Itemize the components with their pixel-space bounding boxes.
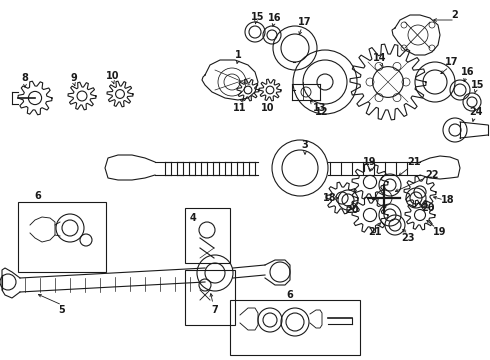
Text: 20: 20 <box>421 203 435 213</box>
Text: 4: 4 <box>190 213 196 223</box>
Bar <box>185 208 230 263</box>
Text: 16: 16 <box>268 13 282 23</box>
Text: 21: 21 <box>407 157 421 167</box>
Text: 16: 16 <box>461 67 475 77</box>
Text: 23: 23 <box>401 233 415 243</box>
Text: 17: 17 <box>298 17 312 27</box>
Text: 12: 12 <box>315 107 329 117</box>
Text: 15: 15 <box>251 12 265 22</box>
Text: 10: 10 <box>106 71 120 81</box>
Text: 5: 5 <box>59 305 65 315</box>
Text: 22: 22 <box>425 170 439 180</box>
Text: 18: 18 <box>441 195 455 205</box>
Bar <box>230 300 360 355</box>
Text: 19: 19 <box>433 227 447 237</box>
Text: 14: 14 <box>373 53 387 63</box>
Text: 11: 11 <box>233 103 247 113</box>
Text: 18: 18 <box>323 193 337 203</box>
Text: 6: 6 <box>287 290 294 300</box>
Text: 2: 2 <box>452 10 458 20</box>
Text: 17: 17 <box>445 57 459 67</box>
Text: 19: 19 <box>363 157 377 167</box>
Text: 20: 20 <box>345 205 359 215</box>
Text: 8: 8 <box>22 73 28 83</box>
Text: 24: 24 <box>469 107 483 117</box>
Text: 7: 7 <box>212 305 219 315</box>
Text: 9: 9 <box>71 73 77 83</box>
Text: 15: 15 <box>471 80 485 90</box>
Text: 6: 6 <box>35 191 41 201</box>
Text: 3: 3 <box>302 140 308 150</box>
Bar <box>18 202 106 272</box>
Text: 1: 1 <box>235 50 242 60</box>
Text: 10: 10 <box>261 103 275 113</box>
Text: 13: 13 <box>313 103 327 113</box>
Bar <box>185 270 235 325</box>
Text: 21: 21 <box>368 227 382 237</box>
